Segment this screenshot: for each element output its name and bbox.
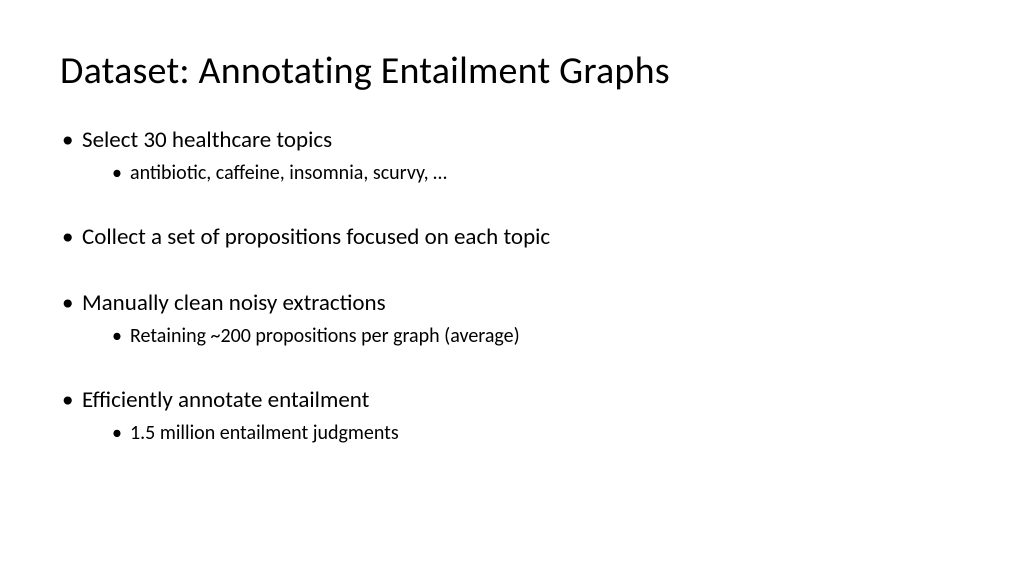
bullet-list: Select 30 healthcare topics antibiotic, … [60,126,964,447]
sub-bullet-item: antibiotic, caffeine, insomnia, scurvy, … [110,160,964,187]
bullet-item: Efficiently annotate entailment 1.5 mill… [60,386,964,447]
sub-bullet-list: 1.5 million entailment judgments [82,420,964,447]
bullet-item: Collect a set of propositions focused on… [60,223,964,253]
sub-bullet-text: 1.5 million entailment judgments [130,421,399,445]
bullet-item: Manually clean noisy extractions Retaini… [60,289,964,350]
slide-title: Dataset: Annotating Entailment Graphs [60,48,964,94]
sub-bullet-text: antibiotic, caffeine, insomnia, scurvy, … [130,161,447,185]
sub-bullet-list: antibiotic, caffeine, insomnia, scurvy, … [82,160,964,187]
bullet-text: Select 30 healthcare topics [82,126,332,154]
sub-bullet-item: Retaining ~200 propositions per graph (a… [110,323,964,350]
bullet-text: Manually clean noisy extractions [82,289,386,317]
bullet-text: Collect a set of propositions focused on… [82,223,550,251]
slide-container: Dataset: Annotating Entailment Graphs Se… [0,0,1024,576]
bullet-text: Efficiently annotate entailment [82,386,369,414]
bullet-item: Select 30 healthcare topics antibiotic, … [60,126,964,187]
sub-bullet-item: 1.5 million entailment judgments [110,420,964,447]
sub-bullet-text: Retaining ~200 propositions per graph (a… [130,324,520,348]
sub-bullet-list: Retaining ~200 propositions per graph (a… [82,323,964,350]
